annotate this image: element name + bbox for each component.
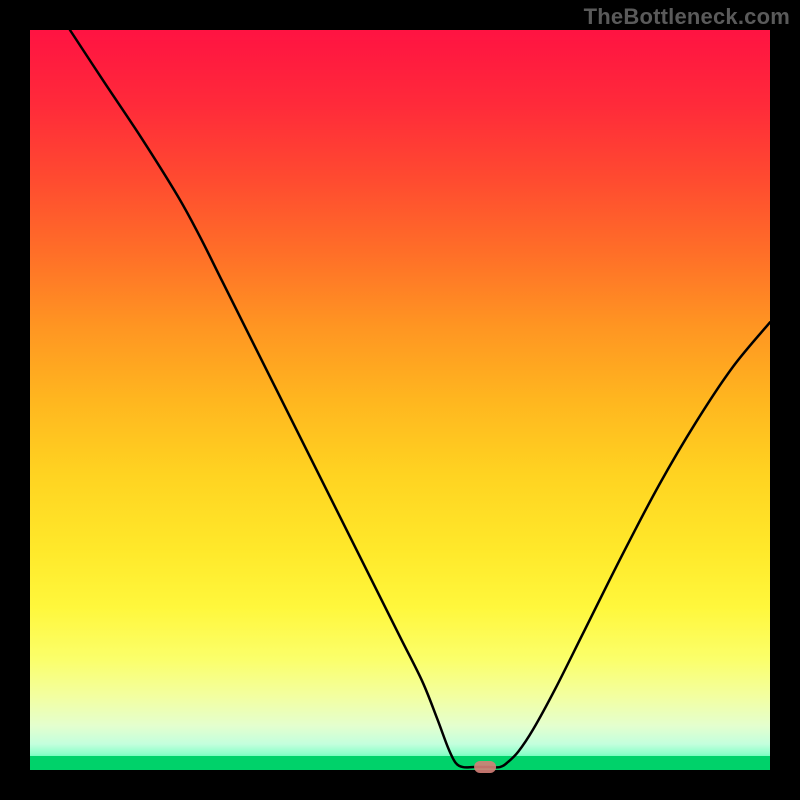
chart-bottom-band bbox=[30, 756, 770, 770]
optimal-marker bbox=[474, 761, 496, 773]
chart-background-gradient bbox=[30, 30, 770, 770]
watermark-text: TheBottleneck.com bbox=[584, 4, 790, 30]
